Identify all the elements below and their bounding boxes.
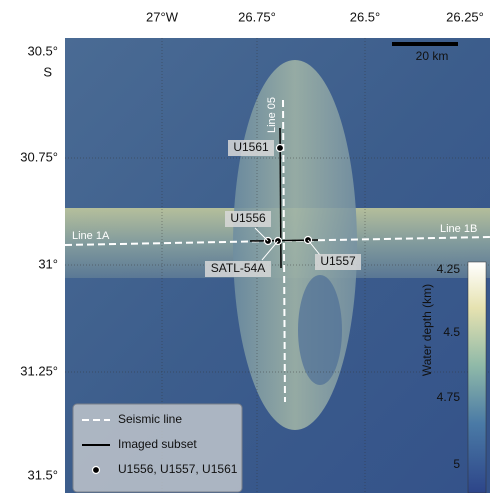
colorbar-title: Water depth (km) xyxy=(420,284,434,376)
line-label: Line 1B xyxy=(440,223,477,235)
lat-label: 30.75° xyxy=(20,149,58,164)
legend-label: Imaged subset xyxy=(118,437,197,451)
basin xyxy=(298,275,342,385)
lon-label: 27°W xyxy=(146,9,179,24)
site-label: U1556 xyxy=(230,211,266,225)
site-label: U1561 xyxy=(233,140,269,154)
map-figure: 27°W 26.75° 26.5° 26.25° 30.5° S 30.75° … xyxy=(0,0,490,493)
legend-label: Seismic line xyxy=(118,412,182,426)
colorbar-tick: 4.25 xyxy=(437,262,461,276)
colorbar-tick: 4.5 xyxy=(443,325,460,339)
scale-label: 20 km xyxy=(416,49,449,63)
legend-swatch xyxy=(93,467,100,474)
lon-label: 26.25° xyxy=(446,9,484,24)
colorbar xyxy=(468,262,486,493)
site-label: SATL-54A xyxy=(211,261,265,275)
lat-label: 31.25° xyxy=(20,363,58,378)
lat-label: S xyxy=(43,64,52,79)
lat-label: 31° xyxy=(38,256,58,271)
site-marker xyxy=(277,145,284,152)
lon-label: 26.75° xyxy=(238,9,276,24)
lat-label: 30.5° xyxy=(27,43,58,58)
colorbar-tick: 5 xyxy=(453,457,460,471)
lon-label: 26.5° xyxy=(350,9,381,24)
line-label: Line 05 xyxy=(266,97,278,133)
site-label: U1557 xyxy=(320,254,356,268)
legend-label: U1556, U1557, U1561 xyxy=(118,462,238,476)
line-label: Line 1A xyxy=(72,230,110,242)
lat-label: 31.5° xyxy=(27,467,58,482)
colorbar-tick: 4.75 xyxy=(437,390,461,404)
ridge-massif xyxy=(233,60,357,430)
page: {"map": { "top_labels": ["27°W", "26.75°… xyxy=(0,0,490,493)
